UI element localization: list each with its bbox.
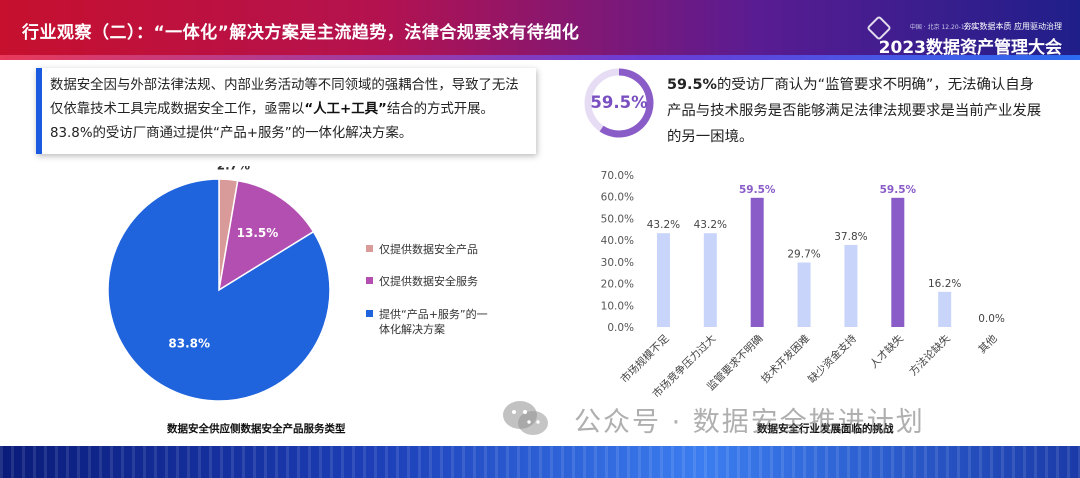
insight-bold: 59.5% [667,77,717,93]
insight-rest: 的受访厂商认为“监管要求不明确”，无法确认自身产品与技术服务是否能够满足法律法规… [667,77,1042,145]
y-tick-label: 60.0% [601,192,634,204]
conference-brand: 中国 · 北京 12.20-12.21 夯实数据本质 应用驱动治理 2023数据… [866,9,1066,58]
y-tick-label: 50.0% [601,213,634,225]
y-tick-label: 10.0% [601,300,634,312]
footer-pattern [0,446,1080,478]
x-tick-label: 其他 [976,332,1000,356]
page-title: 行业观察（二）：“一体化”解决方案是主流趋势，法律合规要求有待细化 [22,23,580,43]
y-tick-label: 40.0% [601,235,634,247]
legend-swatch [366,277,373,284]
bar-value-label: 59.5% [880,184,917,196]
summary-part2: 结合的方式开展。83.8%的受访厂商通过提供“产品+服务”的一体化解决方案。 [50,102,494,141]
insight-text: 59.5%的受访厂商认为“监管要求不明确”，无法确认自身产品与技术服务是否能够满… [667,72,1047,150]
bar [656,233,670,327]
percent-ring: 59.5% [580,64,658,142]
pie-chart-title: 数据安全供应侧数据安全产品服务类型 [167,423,346,435]
ring-progress [599,68,654,138]
bar [844,244,858,327]
bar-value-label: 43.2% [647,219,680,231]
bar [750,197,764,327]
bar-value-label: 0.0% [978,313,1005,325]
pie-slice [217,179,315,292]
watermark-text: 公众号 · 数据安全推进计划 [574,407,925,438]
x-tick-label: 技术开发困难 [758,332,812,386]
pie-value-label: 13.5% [237,226,279,240]
legend-swatch [366,310,373,317]
bar [891,197,905,327]
bar-value-label: 16.2% [928,278,961,290]
summary-part1: 数据安全因与外部法律法规、内部业务活动等不同领域的强耦合性，导致了无法仅依靠技术… [50,78,519,117]
bar [703,233,717,327]
accent-bar [36,68,42,154]
bar-chart-title: 数据安全行业发展面临的挑战 [757,423,894,435]
legend-swatch [366,245,373,252]
y-tick-label: 30.0% [601,257,634,269]
bar [797,262,811,327]
ring-graphic [584,68,654,138]
y-tick-label: 70.0% [601,170,634,182]
bar-value-label: 59.5% [739,184,776,196]
x-tick-label: 人才缺失 [867,332,906,371]
brand-meta: 中国 · 北京 12.20-12.21 [909,24,978,31]
ring-label: 59.5% [590,93,648,112]
legend-label: 仅提供数据安全服务 [379,275,478,288]
bar-value-label: 37.8% [834,231,867,243]
y-tick-label: 20.0% [601,279,634,291]
pie-chart: 2.7% 13.5% 83.8% [107,166,331,402]
pie-slice [107,178,331,402]
summary-box: 数据安全因与外部法律法规、内部业务活动等不同领域的强耦合性，导致了无法仅依靠技术… [36,68,536,154]
footer-banner [0,446,1080,478]
watermark: 公众号 · 数据安全推进计划 [500,396,1060,440]
header-banner: 行业观察（二）：“一体化”解决方案是主流趋势，法律合规要求有待细化 中国 · 北… [0,0,1080,60]
bar [938,291,952,327]
summary-highlight: “人工+工具” [304,102,387,117]
pie-value-label: 83.8% [168,336,210,350]
x-tick-label: 方法论缺失 [906,332,953,379]
bar-value-label: 29.7% [787,249,820,261]
x-tick-label: 缺少资金支持 [805,332,859,386]
y-tick-label: 0.0% [607,322,634,334]
summary-text: 数据安全因与外部法律法规、内部业务活动等不同领域的强耦合性，导致了无法仅依靠技术… [50,74,532,146]
legend-label: 提供“产品+服务”的一 体化解决方案 [379,308,488,336]
wechat-icon [503,401,548,435]
bar-value-label: 43.2% [694,219,727,231]
brand-slogan: 夯实数据本质 应用驱动治理 [963,22,1062,31]
bar-chart: 0.0% 10.0% 20.0% 30.0% 40.0% 50.0% 60.0% 70.0% 4… [601,170,1005,401]
legend-label: 仅提供数据安全产品 [379,243,478,256]
brand-title: 2023数据资产管理大会 [878,38,1062,58]
pie-value-label: 2.7% [217,166,250,172]
